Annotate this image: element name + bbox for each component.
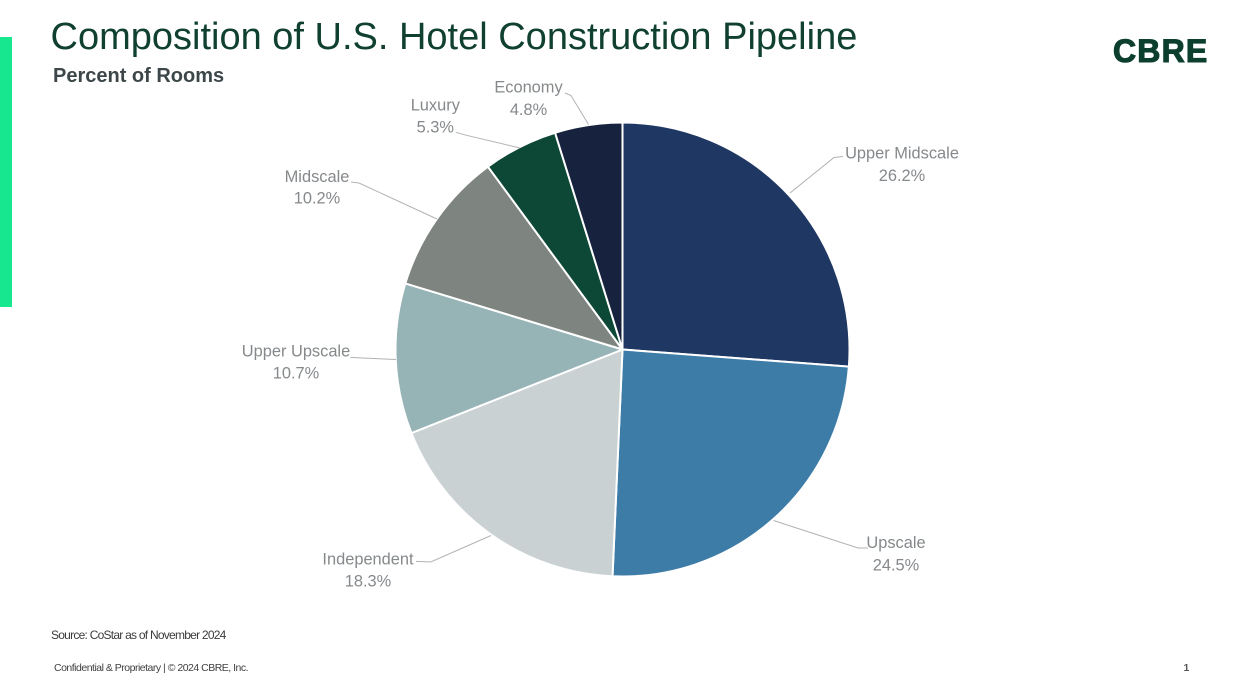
svg-text:Luxury: Luxury: [411, 97, 461, 115]
svg-text:Upper Upscale: Upper Upscale: [242, 343, 350, 361]
svg-text:18.3%: 18.3%: [345, 573, 391, 591]
svg-text:10.2%: 10.2%: [294, 190, 340, 208]
svg-text:10.7%: 10.7%: [273, 365, 319, 383]
svg-text:4.8%: 4.8%: [510, 101, 547, 119]
svg-text:5.3%: 5.3%: [417, 119, 454, 137]
svg-text:24.5%: 24.5%: [873, 557, 919, 575]
svg-text:26.2%: 26.2%: [879, 167, 925, 185]
svg-text:Economy: Economy: [494, 78, 563, 96]
svg-text:Midscale: Midscale: [285, 168, 350, 186]
svg-text:Upper Midscale: Upper Midscale: [845, 145, 959, 163]
svg-text:Upscale: Upscale: [866, 534, 925, 552]
svg-text:Independent: Independent: [322, 550, 414, 568]
